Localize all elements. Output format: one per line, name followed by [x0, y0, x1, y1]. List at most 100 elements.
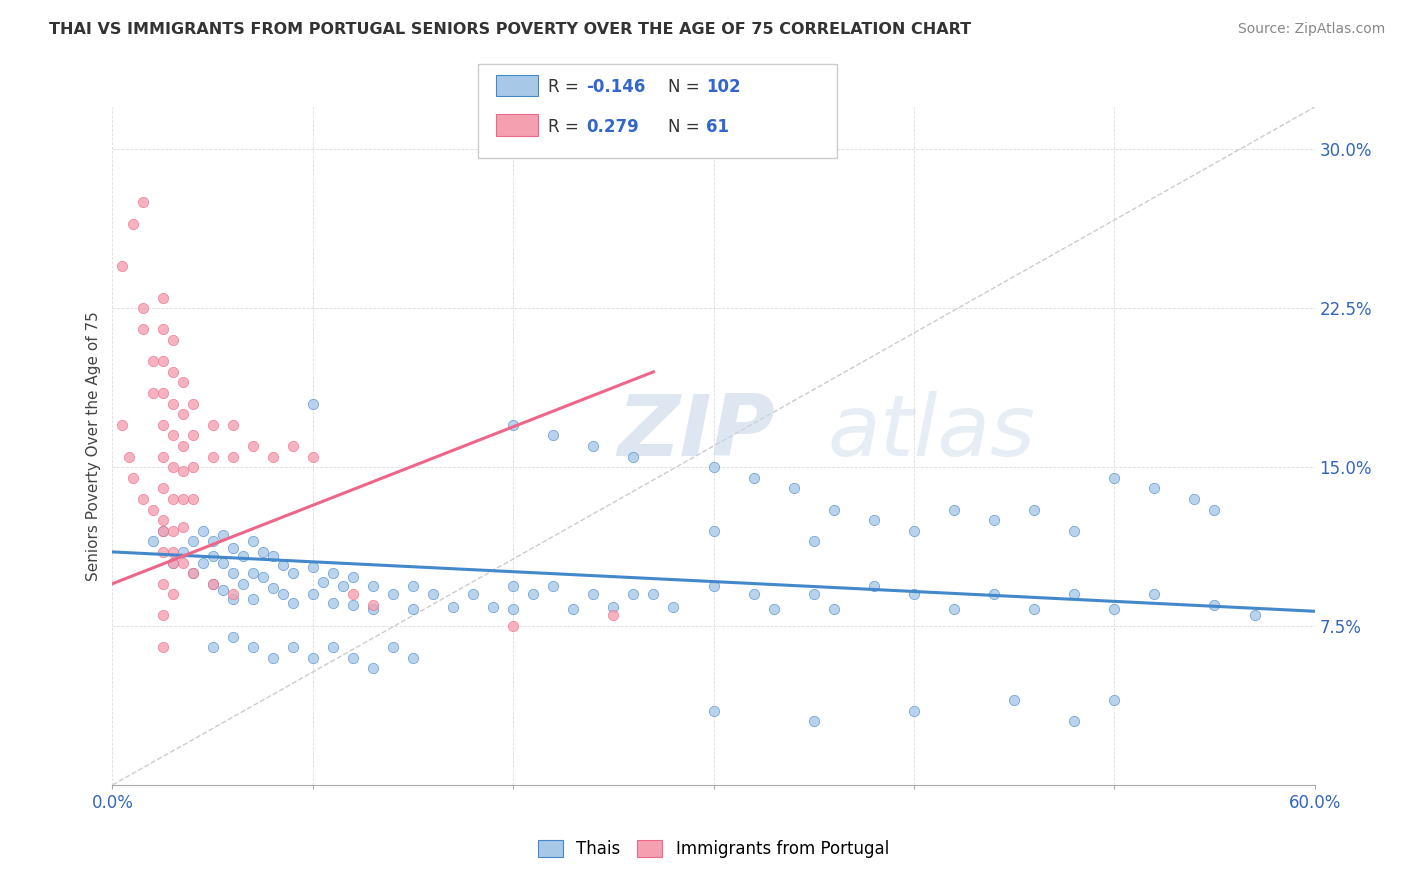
Point — [322, 640, 344, 655]
Point — [262, 581, 284, 595]
Point — [502, 579, 524, 593]
Point — [111, 417, 134, 432]
Text: Source: ZipAtlas.com: Source: ZipAtlas.com — [1237, 22, 1385, 37]
Point — [252, 570, 274, 584]
Point — [181, 491, 204, 506]
Point — [361, 579, 384, 593]
Point — [983, 587, 1005, 601]
Point — [162, 428, 184, 442]
Point — [342, 651, 364, 665]
Point — [422, 587, 444, 601]
Point — [903, 587, 925, 601]
Point — [302, 450, 325, 464]
Point — [702, 524, 725, 538]
Point — [702, 704, 725, 718]
Point — [803, 714, 825, 729]
Point — [242, 640, 264, 655]
Text: R =: R = — [548, 78, 585, 96]
Point — [322, 566, 344, 581]
Point — [271, 558, 294, 572]
Point — [302, 651, 325, 665]
Point — [111, 259, 134, 273]
Point — [152, 291, 174, 305]
Point — [402, 579, 425, 593]
Point — [1102, 471, 1125, 485]
Point — [162, 587, 184, 601]
Point — [582, 439, 605, 453]
Point — [602, 608, 624, 623]
Text: 61: 61 — [706, 118, 728, 136]
Point — [502, 619, 524, 633]
Point — [1002, 693, 1025, 707]
Point — [181, 460, 204, 475]
Point — [222, 630, 245, 644]
Point — [823, 502, 845, 516]
Point — [131, 491, 153, 506]
Point — [201, 549, 224, 564]
Point — [131, 322, 153, 336]
Point — [332, 579, 354, 593]
Point — [1024, 602, 1046, 616]
Point — [152, 354, 174, 368]
Point — [211, 528, 233, 542]
Point — [461, 587, 484, 601]
Point — [621, 450, 644, 464]
Point — [162, 556, 184, 570]
Point — [1102, 693, 1125, 707]
Point — [172, 491, 194, 506]
Point — [262, 450, 284, 464]
Point — [152, 524, 174, 538]
Point — [1143, 587, 1166, 601]
Point — [152, 482, 174, 496]
Y-axis label: Seniors Poverty Over the Age of 75: Seniors Poverty Over the Age of 75 — [86, 311, 101, 581]
Text: atlas: atlas — [828, 391, 1036, 474]
Point — [152, 322, 174, 336]
Point — [1143, 482, 1166, 496]
Point — [232, 549, 254, 564]
Point — [141, 386, 163, 401]
Point — [502, 602, 524, 616]
Point — [942, 502, 965, 516]
Point — [121, 471, 143, 485]
Point — [281, 439, 304, 453]
Point — [211, 583, 233, 598]
Text: -0.146: -0.146 — [586, 78, 645, 96]
Point — [942, 602, 965, 616]
Point — [141, 354, 163, 368]
Point — [172, 519, 194, 533]
Point — [621, 587, 644, 601]
Point — [742, 587, 765, 601]
Point — [342, 570, 364, 584]
Point — [181, 534, 204, 549]
Point — [302, 587, 325, 601]
Point — [181, 566, 204, 581]
Point — [342, 587, 364, 601]
Point — [361, 602, 384, 616]
Point — [302, 559, 325, 574]
Point — [502, 417, 524, 432]
Point — [172, 464, 194, 478]
Point — [782, 482, 804, 496]
Point — [582, 587, 605, 601]
Point — [271, 587, 294, 601]
Text: N =: N = — [668, 78, 704, 96]
Point — [121, 217, 143, 231]
Point — [131, 301, 153, 316]
Point — [742, 471, 765, 485]
Point — [201, 417, 224, 432]
Point — [543, 579, 565, 593]
Point — [983, 513, 1005, 527]
Point — [482, 599, 505, 614]
Point — [172, 556, 194, 570]
Point — [863, 579, 886, 593]
Point — [232, 576, 254, 591]
Point — [361, 661, 384, 675]
Point — [522, 587, 544, 601]
Point — [152, 545, 174, 559]
Point — [172, 376, 194, 390]
Point — [162, 545, 184, 559]
Point — [201, 576, 224, 591]
Point — [863, 513, 886, 527]
Point — [402, 602, 425, 616]
Point — [702, 579, 725, 593]
